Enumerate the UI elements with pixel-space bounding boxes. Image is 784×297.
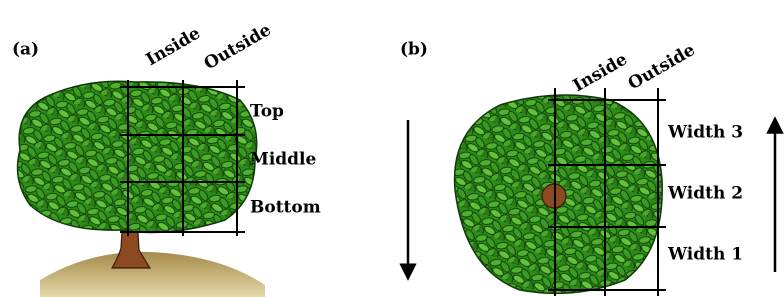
- row-label: Width 3: [667, 123, 743, 143]
- column-label: Outside: [625, 40, 699, 94]
- row-label: Width 2: [667, 184, 743, 204]
- row-label: Middle: [250, 150, 317, 170]
- ground: [40, 252, 265, 297]
- crown: [18, 81, 257, 232]
- row-label: Top: [250, 102, 284, 122]
- column-label: Inside: [570, 49, 631, 96]
- column-label: Outside: [201, 20, 275, 74]
- panel-a: (a) Inside Outside Top Middle Bottom: [12, 20, 321, 297]
- column-label: Inside: [143, 23, 204, 70]
- panel-b: (b) Inside Outside Width 3 Width 2 Width…: [400, 40, 775, 297]
- row-label: Width 1: [667, 245, 743, 265]
- panel-label: (a): [12, 40, 39, 60]
- panel-label: (b): [400, 40, 428, 60]
- diagram: (a) Inside Outside Top Middle Bottom (b): [0, 0, 784, 297]
- row-label: Bottom: [250, 198, 321, 218]
